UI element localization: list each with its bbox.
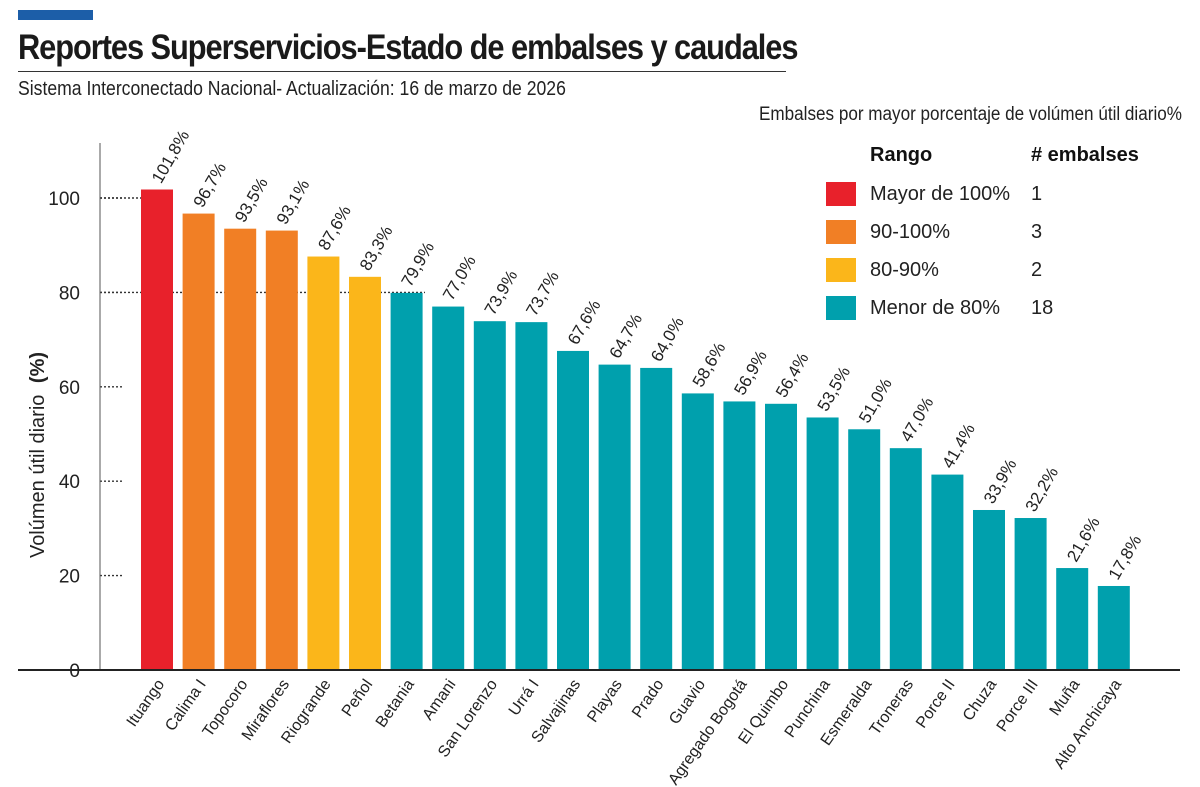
bar [723,401,756,670]
category-label: Prado [629,676,667,721]
bar-value-label: 83,3% [356,223,397,274]
bar-value-label: 87,6% [314,202,355,253]
bar [515,322,548,670]
legend-count: 1 [1031,183,1043,205]
bar [598,364,631,670]
header-accent-bar [18,10,93,20]
bar-value-label: 64,7% [606,310,647,361]
bar-value-label: 79,9% [398,239,439,290]
page-subtitle: Sistema Interconectado Nacional- Actuali… [18,78,566,100]
page-title: Reportes Superservicios-Estado de embals… [18,28,798,67]
category-label: Urrá I [506,677,543,720]
y-tick-label: 0 [69,661,80,682]
y-axis-label-group: Volúmen útil diario (%) [27,352,49,558]
bar-value-label: 77,0% [439,252,480,303]
bar-value-label: 47,0% [897,394,938,445]
title-underline [18,71,786,72]
bar [557,350,589,670]
svg-text:Volúmen útil diario (%): Volúmen útil diario (%) [27,352,49,558]
bar-value-label: 73,7% [522,268,563,319]
legend-swatch [826,258,856,282]
bar-value-label: 96,7% [190,159,231,210]
bar [765,403,797,670]
bar-value-label: 32,2% [1022,464,1063,515]
legend-header-count: # embalses [1031,144,1139,166]
bar [931,474,964,670]
bar [889,448,922,670]
bar-value-label: 56,9% [730,347,771,398]
bar [432,306,465,670]
bar-value-label: 53,5% [814,363,855,414]
bar [182,213,215,671]
bar [473,321,506,670]
category-label: Porce II [913,677,959,732]
bar [1056,568,1089,670]
legend-label: Mayor de 100% [870,183,1011,205]
bar-value-label: 56,4% [772,350,813,401]
legend-label: 80-90% [870,259,939,281]
category-label: Peñol [339,677,376,720]
category-label: Muña [1047,676,1084,719]
bar-value-label: 64,0% [647,314,688,365]
legend-label: 90-100% [870,221,951,243]
bar-value-label: 41,4% [938,420,979,471]
legend-count: 3 [1031,221,1043,243]
bar [349,276,381,670]
category-label: Betania [373,676,418,730]
category-label: Porce III [994,677,1042,736]
legend-label: Menor de 80% [870,297,1001,319]
category-label: Playas [584,677,625,726]
legend-swatch [826,182,856,206]
bar [390,292,423,670]
bar-value-label: 93,5% [231,174,272,225]
bar-value-label: 17,8% [1105,532,1146,583]
category-label: Ituango [124,676,169,730]
bar [1014,518,1047,670]
legend-count: 2 [1031,259,1043,281]
bar [224,228,257,670]
category-label: Chuza [960,676,1001,724]
bar [265,230,298,670]
bar-value-label: 67,6% [564,297,605,348]
bar [640,367,673,670]
category-label: Guavio [666,676,709,727]
bar-value-label: 51,0% [855,375,896,426]
y-tick-label: 60 [59,378,80,399]
bar [681,393,714,670]
bar [806,417,839,670]
bar [848,429,881,670]
bar-value-label: 33,9% [980,456,1021,507]
bar [1097,585,1130,670]
y-tick-label: 100 [48,189,80,210]
y-tick-label: 20 [59,567,80,588]
bar [307,256,340,670]
bar-value-label: 21,6% [1063,514,1104,565]
y-axis-label: Volúmen útil diario [27,395,49,558]
category-label: Amani [420,677,460,724]
bar [141,189,173,670]
bar-value-label: 58,6% [689,339,730,390]
bar-value-label: 93,1% [273,176,314,227]
legend-swatch [826,296,856,320]
y-axis-unit: (%) [27,352,49,383]
category-label: Agregado Bogotá [665,676,750,787]
y-tick-label: 80 [59,283,80,304]
legend-title: Embalses por mayor porcentaje de volúmen… [759,104,1182,125]
legend-header-rango: Rango [870,144,933,166]
legend-swatch [826,220,856,244]
bar [973,509,1005,670]
y-tick-label: 40 [59,472,80,493]
bar-value-label: 73,9% [481,267,522,318]
bar-value-label: 101,8% [148,127,193,186]
legend-count: 18 [1031,297,1054,319]
